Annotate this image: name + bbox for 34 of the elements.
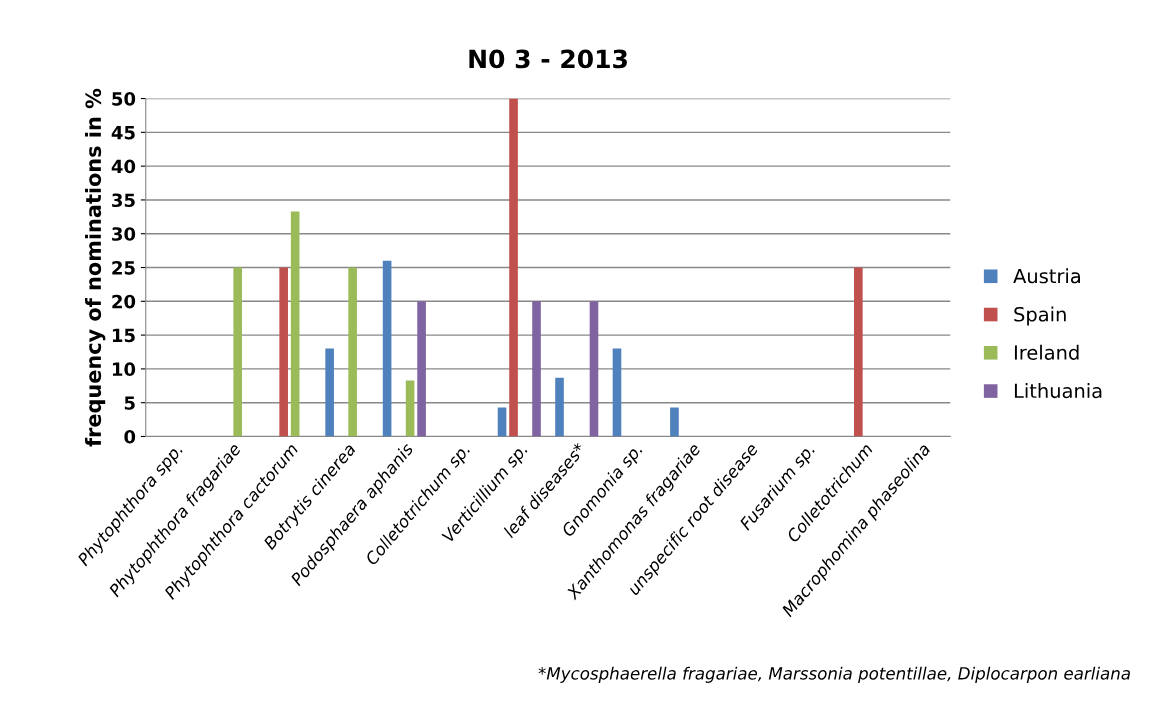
y-tick-label: 10 bbox=[112, 362, 136, 377]
legend-label: Ireland bbox=[1014, 344, 1079, 360]
y-tick-label: 25 bbox=[112, 260, 135, 275]
bar bbox=[555, 377, 564, 437]
legend-label: Spain bbox=[1014, 306, 1066, 326]
y-tick-label: 20 bbox=[112, 294, 136, 309]
y-tick-label: 5 bbox=[124, 396, 135, 410]
bar bbox=[670, 407, 679, 437]
legend-label: Lithuania bbox=[1014, 383, 1102, 399]
bar bbox=[854, 267, 863, 437]
bar bbox=[532, 301, 541, 437]
y-axis-title: frequency of nominations in % bbox=[85, 88, 106, 447]
bar bbox=[612, 348, 622, 437]
y-tick-label: 40 bbox=[111, 159, 136, 174]
bar bbox=[348, 267, 357, 437]
bar bbox=[382, 260, 392, 437]
y-tick-label: 50 bbox=[112, 92, 136, 106]
text: *Mycosphaerella fragariae, Marssonia potentillae, Diplocarpon earliana bbox=[538, 666, 1130, 683]
y-tick-label: 35 bbox=[112, 193, 135, 208]
y-tick-label: 0 bbox=[124, 429, 136, 444]
y-tick-label: 45 bbox=[111, 126, 135, 140]
bar bbox=[497, 407, 507, 437]
y-tick-label: 30 bbox=[112, 227, 136, 241]
bar bbox=[279, 267, 288, 437]
bar bbox=[325, 348, 334, 437]
legend-label: Austria bbox=[1013, 268, 1080, 284]
bar bbox=[509, 98, 518, 437]
y-tick-label: 15 bbox=[112, 328, 135, 343]
chart-title: N0 3 - 2013 bbox=[469, 49, 627, 69]
bar bbox=[405, 380, 415, 437]
bar bbox=[290, 211, 300, 437]
bar bbox=[589, 301, 599, 437]
bar bbox=[233, 267, 243, 437]
bar bbox=[417, 301, 426, 437]
